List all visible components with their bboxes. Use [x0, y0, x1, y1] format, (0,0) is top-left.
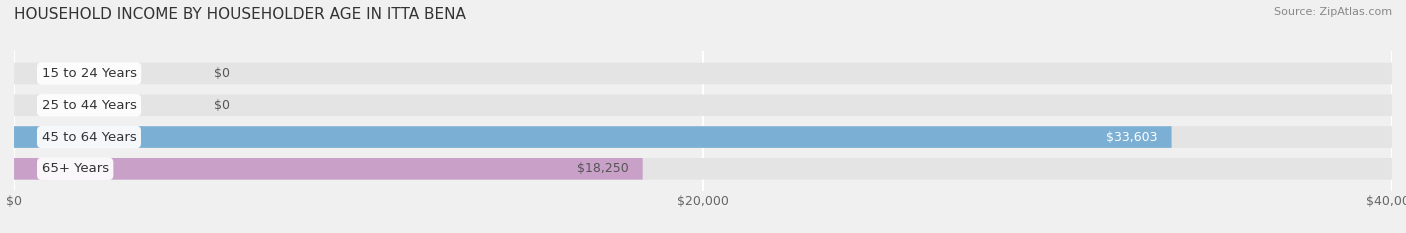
- FancyBboxPatch shape: [14, 94, 1392, 116]
- Text: 15 to 24 Years: 15 to 24 Years: [42, 67, 136, 80]
- Text: $33,603: $33,603: [1107, 130, 1157, 144]
- Text: HOUSEHOLD INCOME BY HOUSEHOLDER AGE IN ITTA BENA: HOUSEHOLD INCOME BY HOUSEHOLDER AGE IN I…: [14, 7, 465, 22]
- FancyBboxPatch shape: [14, 63, 1392, 84]
- Text: $0: $0: [214, 67, 229, 80]
- Text: Source: ZipAtlas.com: Source: ZipAtlas.com: [1274, 7, 1392, 17]
- Text: 25 to 44 Years: 25 to 44 Years: [42, 99, 136, 112]
- Text: 65+ Years: 65+ Years: [42, 162, 108, 175]
- Text: $0: $0: [214, 99, 229, 112]
- FancyBboxPatch shape: [14, 126, 1171, 148]
- FancyBboxPatch shape: [14, 126, 1392, 148]
- Text: 45 to 64 Years: 45 to 64 Years: [42, 130, 136, 144]
- FancyBboxPatch shape: [14, 158, 1392, 180]
- FancyBboxPatch shape: [14, 158, 643, 180]
- Text: $18,250: $18,250: [578, 162, 628, 175]
